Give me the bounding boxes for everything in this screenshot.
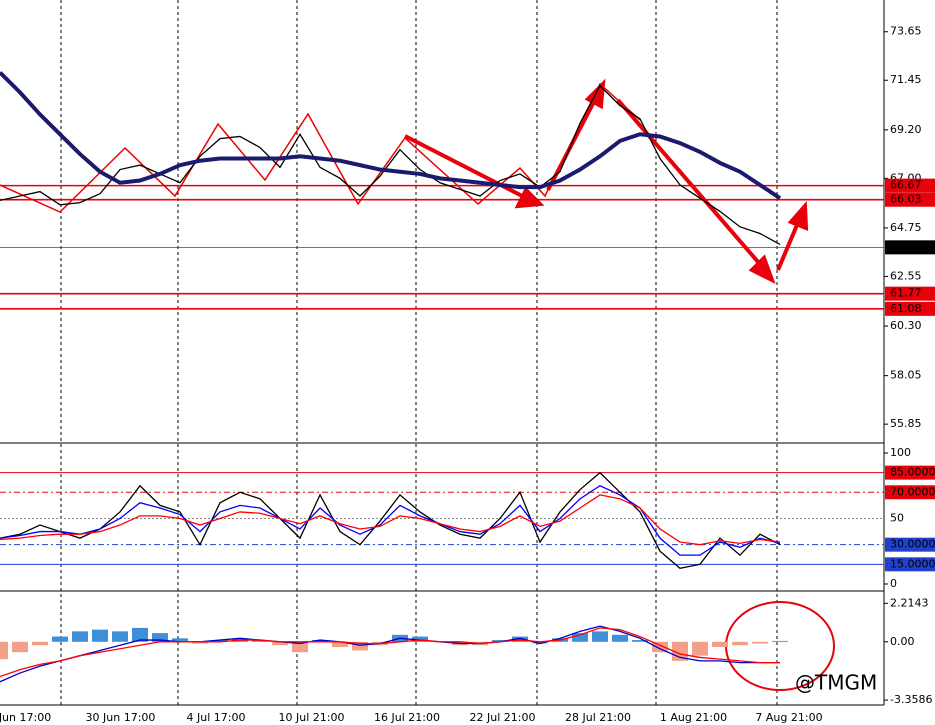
histogram-bar	[732, 641, 748, 646]
histogram-bar	[292, 641, 308, 653]
series-line	[0, 471, 781, 569]
price-label-box	[885, 192, 935, 207]
y-tick-label: 71.45	[890, 73, 922, 86]
level-box	[885, 485, 935, 500]
y-tick-label: 0	[890, 577, 897, 590]
price-label-box	[885, 240, 935, 255]
series-line	[0, 627, 780, 678]
histogram-bar	[112, 631, 128, 642]
level-box	[885, 557, 935, 572]
histogram-bar	[252, 640, 268, 642]
histogram-bar	[272, 641, 288, 646]
histogram-bar	[52, 636, 68, 642]
histogram-bar	[192, 641, 208, 644]
histogram-bar	[32, 641, 48, 646]
histogram-bar	[332, 641, 348, 648]
histogram-bar	[212, 640, 228, 642]
x-tick-label: 4 Jul 17:00	[187, 711, 246, 724]
y-tick-label: 100	[890, 446, 911, 459]
histogram-bar	[532, 641, 548, 644]
histogram-bar	[352, 641, 368, 651]
level-box	[885, 465, 935, 480]
price-label-box	[885, 301, 935, 316]
x-tick-label: 22 Jul 21:00	[470, 711, 536, 724]
histogram-bar	[12, 641, 28, 653]
y-tick-label: 58.05	[890, 369, 922, 382]
x-tick-label: 30 Jun 17:00	[86, 711, 156, 724]
histogram-bar	[592, 631, 608, 642]
histogram-bar	[412, 636, 428, 642]
level-box	[885, 537, 935, 552]
histogram-bar	[72, 631, 88, 642]
price-label-box	[885, 286, 935, 301]
histogram-bar	[692, 641, 708, 656]
y-tick-label: 30.0000	[890, 538, 935, 551]
price-label-box	[885, 178, 935, 193]
y-tick-label: -3.3586	[890, 693, 932, 706]
histogram-bar	[132, 627, 148, 642]
histogram-bar	[172, 638, 188, 642]
histogram-bar	[572, 633, 588, 642]
series-line	[0, 494, 781, 546]
histogram-bar	[492, 640, 508, 642]
histogram-bar	[712, 641, 728, 648]
x-tick-label: 7 Aug 21:00	[755, 711, 822, 724]
histogram-bar	[652, 641, 668, 653]
histogram-bar	[772, 640, 788, 642]
y-tick-label: 60.30	[890, 319, 922, 332]
x-tick-label: 1 Aug 21:00	[660, 711, 727, 724]
y-tick-label: 0.00	[890, 635, 915, 648]
price-label: 61.08	[890, 302, 922, 315]
y-tick-label: 85.0000	[890, 466, 935, 479]
y-tick-label: 2.2143	[890, 596, 929, 609]
watermark: @TMGM	[795, 671, 877, 695]
y-tick-label: 64.75	[890, 221, 922, 234]
price-label: 63.87	[890, 240, 922, 253]
series-line	[0, 625, 780, 683]
series-line	[0, 484, 781, 556]
histogram-bar	[752, 641, 768, 644]
histogram-bar	[632, 640, 648, 642]
panel-frame	[0, 0, 885, 706]
price-label: 66.03	[890, 193, 922, 206]
histogram-bar	[312, 640, 328, 642]
y-tick-label: 73.65	[890, 25, 922, 38]
x-tick-label: 10 Jul 21:00	[279, 711, 345, 724]
histogram-bar	[0, 641, 8, 660]
series-line	[0, 71, 782, 200]
histogram-bar	[612, 634, 628, 642]
y-tick-label: 70.0000	[890, 485, 935, 498]
x-tick-label: 16 Jul 21:00	[374, 711, 440, 724]
histogram-bar	[92, 629, 108, 642]
histogram-bar	[152, 633, 168, 642]
histogram-bar	[512, 636, 528, 642]
x-tick-label: Jun 17:00	[0, 711, 51, 724]
y-tick-label: 15.0000	[890, 557, 935, 570]
price-label: 66.67	[890, 179, 922, 192]
x-tick-label: 28 Jul 21:00	[565, 711, 631, 724]
y-tick-label: 55.85	[890, 417, 922, 430]
series-line	[0, 84, 781, 246]
y-tick-label: 50	[890, 511, 904, 524]
y-tick-label: 62.55	[890, 269, 922, 282]
y-tick-label: 69.20	[890, 123, 922, 136]
price-label: 61.77	[890, 287, 922, 300]
